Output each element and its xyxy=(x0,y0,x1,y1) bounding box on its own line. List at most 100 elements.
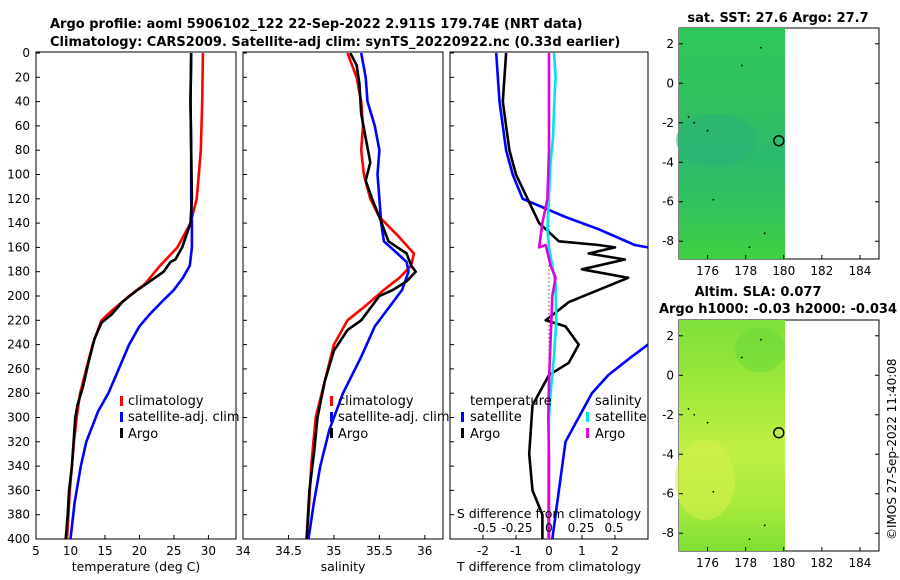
series-satellite-adj-clim xyxy=(307,53,410,539)
depth-tick-label: 80 xyxy=(15,143,30,157)
sst-map-title: sat. SST: 27.6 Argo: 27.7 xyxy=(687,11,868,26)
x-tick-label: -1 xyxy=(510,544,522,558)
island-marker xyxy=(748,538,751,541)
depth-tick-label: 200 xyxy=(7,289,30,303)
x-tick-label: 34.5 xyxy=(275,544,302,558)
temperature-legend: climatology satellite-adj. clim Argo xyxy=(120,394,240,442)
depth-tick-label: 240 xyxy=(7,338,30,352)
x-tick-label: 20 xyxy=(132,544,147,558)
legend-swatch-satellite xyxy=(120,412,123,422)
x-tick-label: 35 xyxy=(326,544,341,558)
x-tick-label: 5 xyxy=(32,544,40,558)
island-marker xyxy=(693,121,696,124)
map-x-tick-label: 180 xyxy=(772,264,795,278)
sst-cool-patch xyxy=(676,114,756,166)
depth-tick-label: 140 xyxy=(7,216,30,230)
legend-argo: Argo xyxy=(338,427,368,442)
x-tick-label: 10 xyxy=(63,544,78,558)
x-tick-label: 35.5 xyxy=(366,544,393,558)
depth-tick-label: 120 xyxy=(7,192,30,206)
depth-tick-label: 180 xyxy=(7,265,30,279)
island-marker xyxy=(687,115,690,118)
island-marker xyxy=(693,413,696,416)
argo-height-line: Argo h1000: -0.03 h2000: -0.034 xyxy=(659,302,897,317)
legend-t-argo: Argo xyxy=(470,427,500,442)
legend-climatology: climatology xyxy=(128,394,204,409)
map-y-tick-label: 2 xyxy=(666,37,674,51)
series-s-argo xyxy=(537,53,557,539)
legend-swatch-t-argo xyxy=(461,428,464,438)
map-y-tick-label: 0 xyxy=(666,368,674,382)
legend-s-argo: Argo xyxy=(595,427,625,442)
x-tick-label: 36 xyxy=(417,544,432,558)
map-y-tick-label: 2 xyxy=(666,329,674,343)
legend-swatch-climatology xyxy=(330,396,333,406)
map-y-tick-label: 0 xyxy=(666,76,674,90)
sla-map-title: Altim. SLA: 0.077 xyxy=(695,285,822,300)
temperature-xlabel: temperature (deg C) xyxy=(72,559,201,574)
island-marker xyxy=(706,421,709,424)
map-x-tick-label: 182 xyxy=(810,264,833,278)
depth-tick-label: 320 xyxy=(7,435,30,449)
legend-climatology: climatology xyxy=(338,394,414,409)
map-x-tick-label: 176 xyxy=(696,556,719,570)
salinity-plot: 34 34.5 35 35.5 36 xyxy=(235,53,432,558)
series-group xyxy=(305,53,418,539)
legend-swatch-s-argo xyxy=(586,428,589,438)
depth-tick-label: 360 xyxy=(7,483,30,497)
island-marker xyxy=(740,64,743,67)
series-group xyxy=(64,53,205,539)
argo-position-marker xyxy=(773,427,785,439)
x-tick-label: 25 xyxy=(166,544,181,558)
map-y-tick-label: -2 xyxy=(662,408,674,422)
legend-swatch-climatology xyxy=(120,396,123,406)
x-tick-label: 30 xyxy=(201,544,216,558)
depth-tick-label: 340 xyxy=(7,459,30,473)
legend-satellite: satellite-adj. clim xyxy=(128,410,240,425)
series-argo xyxy=(305,53,418,539)
map-y-tick-label: -4 xyxy=(662,447,674,461)
series-climatology xyxy=(65,53,205,539)
title-line-1: Argo profile: aoml 5906102_122 22-Sep-20… xyxy=(50,17,583,32)
map-y-tick-label: -6 xyxy=(662,195,674,209)
s-tick-label: 0.5 xyxy=(604,521,623,535)
sst-map: 176 178 180 182 184 2 0 -2 -4 -6 -8 xyxy=(662,27,880,278)
depth-tick-label: 280 xyxy=(7,386,30,400)
s-tick-label: 0.25 xyxy=(568,521,595,535)
timestamp: ©IMOS 27-Sep-2022 11:40:08 xyxy=(885,358,899,540)
island-marker xyxy=(687,407,690,410)
legend-t-satellite: satellite xyxy=(470,410,522,425)
x-tick-label: 2 xyxy=(611,544,619,558)
x-tick-label: 34 xyxy=(235,544,250,558)
depth-tick-label: 220 xyxy=(7,313,30,327)
island-marker xyxy=(763,232,766,235)
legend-swatch-t-satellite xyxy=(461,412,464,422)
depth-tick-label: 160 xyxy=(7,240,30,254)
series-t-satellite xyxy=(494,53,648,249)
island-marker xyxy=(740,356,743,359)
map-x-tick-label: 180 xyxy=(772,556,795,570)
sdiff-label: S difference from climatology xyxy=(457,506,642,521)
map-x-tick-label: 184 xyxy=(848,264,871,278)
legend-temperature-header: temperature xyxy=(470,394,552,409)
depth-tick-label: 60 xyxy=(15,119,30,133)
tdiff-xlabel: T difference from climatology xyxy=(456,559,642,574)
depth-tick-label: 40 xyxy=(15,95,30,109)
x-tick-label: -2 xyxy=(477,544,489,558)
island-marker xyxy=(712,198,715,201)
depth-tick-label: 300 xyxy=(7,411,30,425)
map-y-tick-label: -2 xyxy=(662,116,674,130)
map-x-tick-label: 176 xyxy=(696,264,719,278)
legend-salinity-header: salinity xyxy=(595,394,642,409)
legend-swatch-s-satellite xyxy=(586,412,589,422)
salinity-legend: climatology satellite-adj. clim Argo xyxy=(330,394,450,442)
depth-tick-label: 400 xyxy=(7,532,30,546)
map-y-tick-label: -8 xyxy=(662,526,674,540)
island-marker xyxy=(760,46,762,49)
temperature-panel xyxy=(35,51,237,540)
s-tick-label: 0 xyxy=(545,521,553,535)
depth-tick-label: 380 xyxy=(7,508,30,522)
series-argo xyxy=(64,53,194,539)
salinity-panel xyxy=(242,51,444,540)
series-t-argo xyxy=(501,53,630,539)
